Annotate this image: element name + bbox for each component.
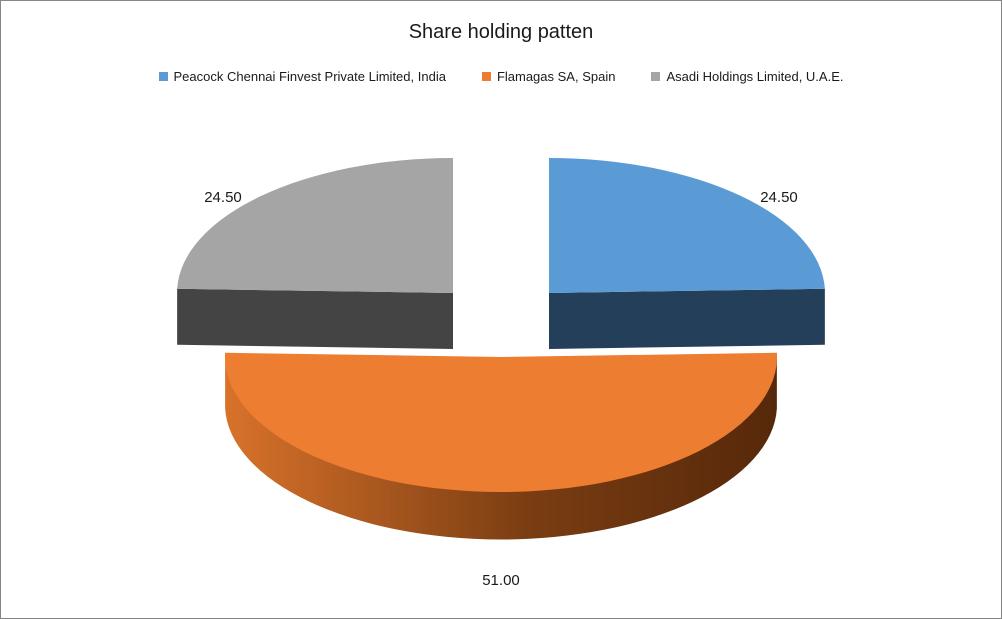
data-label-peacock: 24.50: [760, 189, 798, 206]
legend-label-peacock: Peacock Chennai Finvest Private Limited,…: [173, 69, 446, 84]
legend-swatch-flamagas: [481, 72, 491, 81]
slice-top-peacock: [549, 158, 825, 293]
slice-top-flamagas: [225, 352, 778, 492]
legend-swatch-asadi: [651, 72, 661, 81]
slice-side-flamagas: [225, 352, 777, 540]
data-label-asadi: 24.50: [204, 189, 242, 206]
chart-title: Share holding patten: [408, 21, 594, 43]
legend: Peacock Chennai Finvest Private Limited,…: [1, 69, 1001, 84]
legend-item-peacock: Peacock Chennai Finvest Private Limited,…: [158, 69, 446, 84]
legend-label-asadi: Asadi Holdings Limited, U.A.E.: [666, 69, 844, 84]
legend-swatch-peacock: [158, 72, 168, 81]
data-label-flamagas: 51.00: [482, 572, 520, 589]
legend-label-flamagas: Flamagas SA, Spain: [496, 69, 616, 84]
slice-side-peacock: [549, 288, 825, 349]
legend-item-flamagas: Flamagas SA, Spain: [481, 69, 616, 84]
slice-side-asadi: [177, 288, 454, 349]
legend-item-asadi: Asadi Holdings Limited, U.A.E.: [651, 69, 843, 84]
slice-top-asadi: [177, 158, 454, 293]
